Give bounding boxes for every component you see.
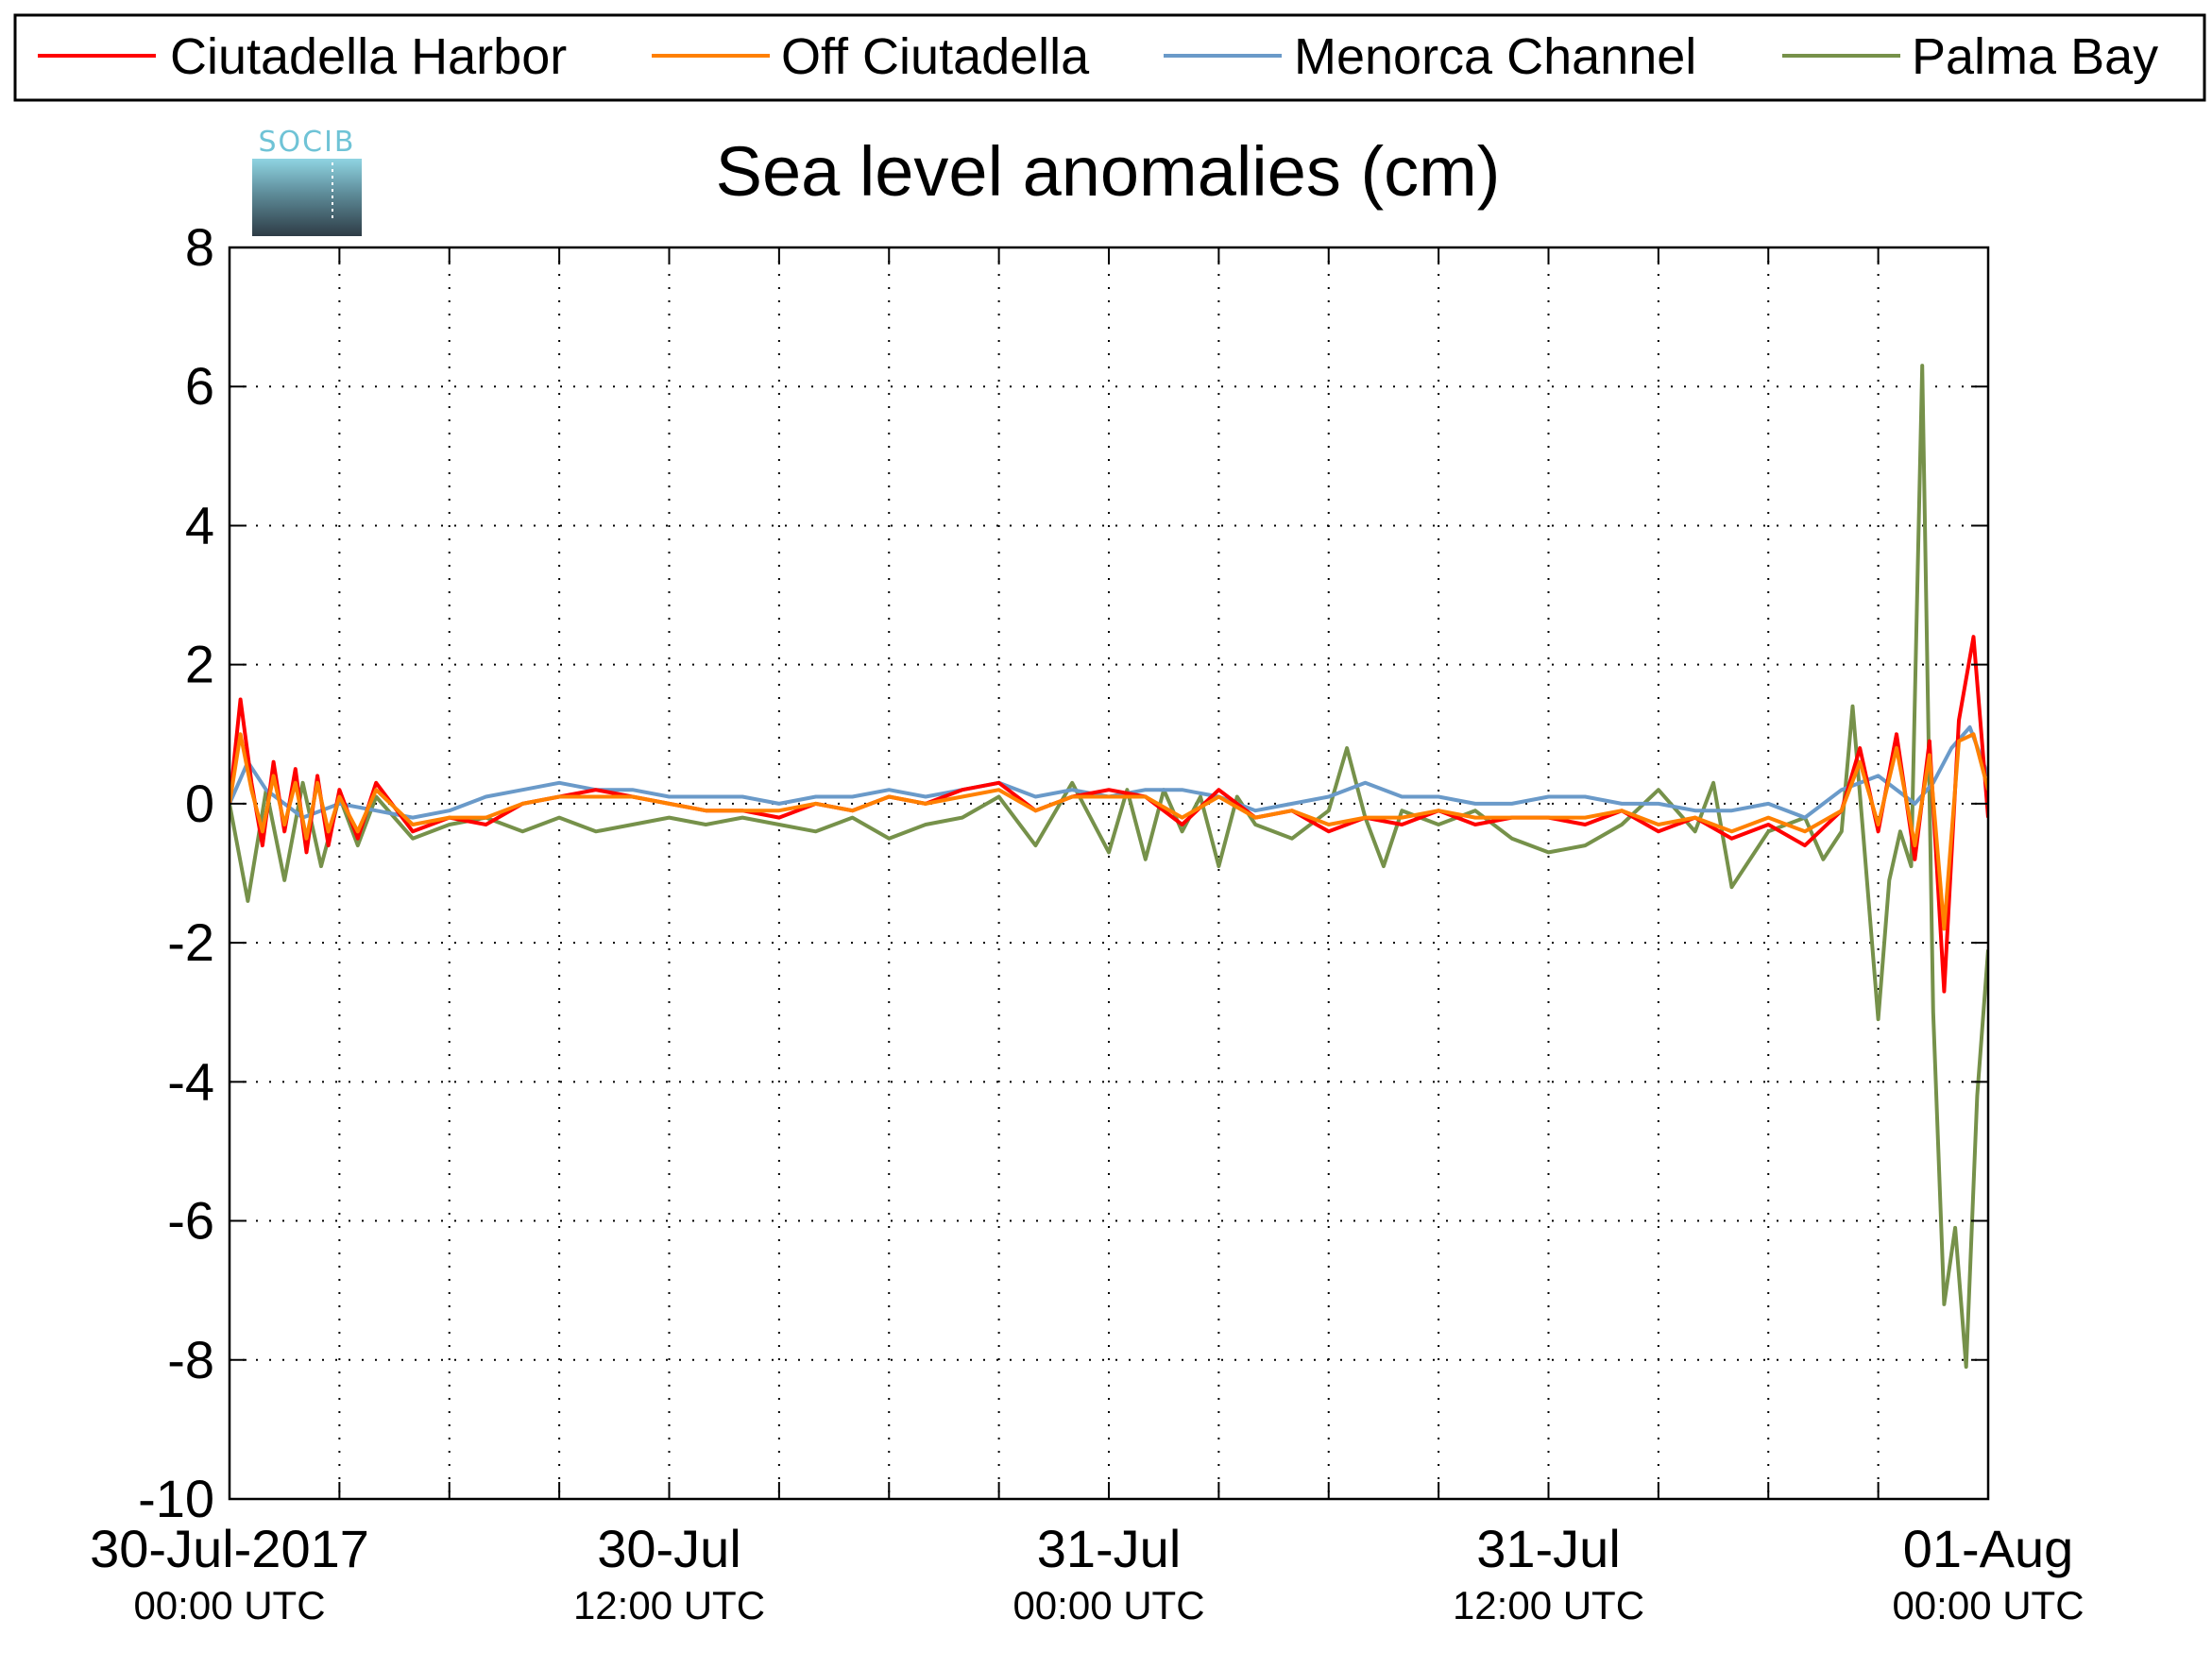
y-tick-label: 4 — [185, 495, 214, 554]
y-tick-label: -8 — [167, 1330, 214, 1389]
logo-wave-graphic — [252, 159, 362, 236]
chart-title: Sea level anomalies (cm) — [716, 132, 1501, 211]
x-tick-label-date: 30-Jul-2017 — [90, 1519, 369, 1578]
x-tick-label-date: 01-Aug — [1903, 1519, 2074, 1578]
y-axis-labels: -10 -8 -6 -4 -2 0 2 4 6 8 — [138, 217, 214, 1528]
x-axis-labels: 30-Jul-2017 00:00 UTC 30-Jul 12:00 UTC 31-Ju… — [90, 1519, 2084, 1627]
logo-text: SOCIB — [258, 126, 355, 159]
y-tick-label: 0 — [185, 774, 214, 833]
series-line-off-ciutadella — [230, 732, 1988, 931]
series-line-palma-bay — [230, 364, 1988, 1370]
legend-label-off-ciutadella: Off Ciutadella — [781, 28, 1090, 85]
x-tick-label-date: 30-Jul — [597, 1519, 741, 1578]
x-tick-label-time: 12:00 UTC — [573, 1583, 765, 1627]
x-tick-label-date: 31-Jul — [1476, 1519, 1621, 1578]
x-tick-label-time: 12:00 UTC — [1453, 1583, 1644, 1627]
plot-area — [228, 246, 1990, 1501]
y-tick-label: -4 — [167, 1051, 214, 1111]
x-tick-label-date: 31-Jul — [1037, 1519, 1182, 1578]
x-tick-label-time: 00:00 UTC — [133, 1583, 325, 1627]
ticks — [229, 247, 1989, 1500]
x-tick-label-time: 00:00 UTC — [1892, 1583, 2084, 1627]
y-tick-label: -10 — [138, 1469, 214, 1528]
legend-label-ciutadella-harbor: Ciutadella Harbor — [170, 28, 567, 85]
y-tick-label: 8 — [185, 217, 214, 277]
plot-background — [230, 247, 1988, 1499]
legend: Ciutadella Harbor Off Ciutadella Menorca C… — [13, 13, 2206, 102]
x-tick-label-time: 00:00 UTC — [1012, 1583, 1204, 1627]
y-tick-label: 2 — [185, 635, 214, 694]
y-tick-label: -6 — [167, 1191, 214, 1251]
socib-logo: SOCIB — [252, 126, 362, 236]
y-tick-label: 6 — [185, 356, 214, 416]
legend-items: Ciutadella Harbor Off Ciutadella Menorca C… — [38, 28, 2158, 85]
y-tick-label: -2 — [167, 912, 214, 972]
legend-label-menorca-channel: Menorca Channel — [1294, 28, 1696, 85]
legend-label-palma-bay: Palma Bay — [1912, 28, 2158, 85]
series-group — [230, 364, 1988, 1370]
